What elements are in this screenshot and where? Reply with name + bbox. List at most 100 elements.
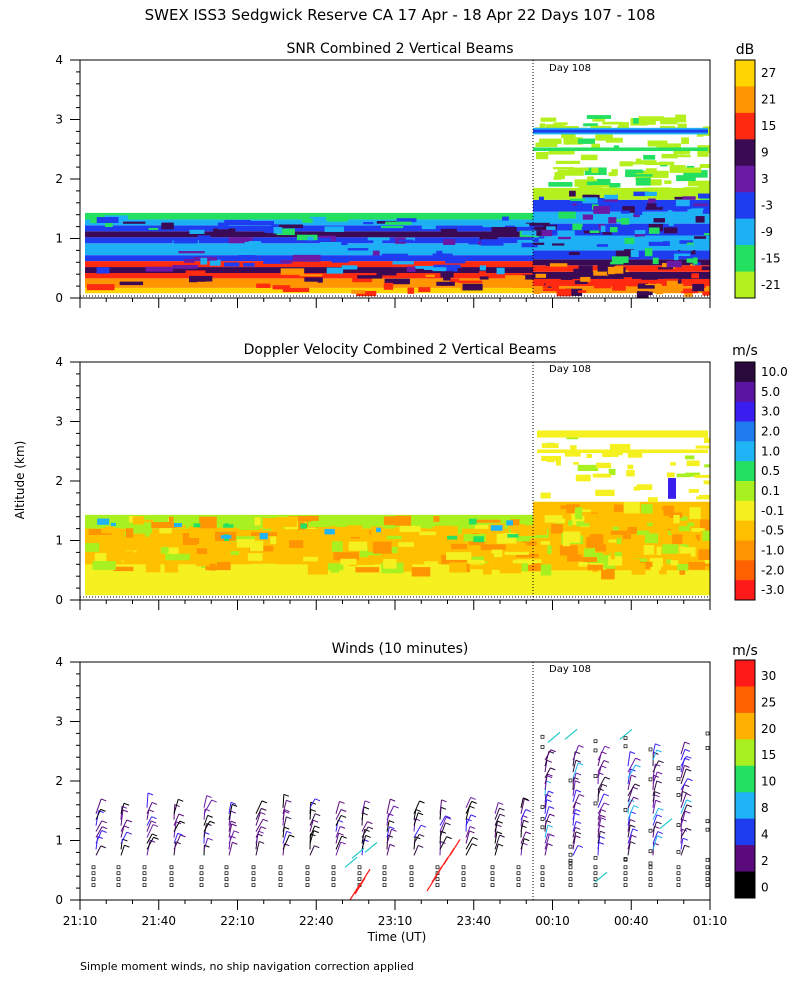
wind-barb-flag (204, 808, 211, 812)
wind-barb (203, 815, 209, 826)
snr-patch (134, 255, 157, 260)
wind-missing-marker (224, 877, 229, 882)
y-tick-label: 4 (55, 53, 63, 67)
wind-barb-flag (122, 809, 129, 813)
doppler-patch (626, 470, 635, 477)
snr-patch (352, 277, 373, 283)
colorbar-swatch (735, 520, 755, 541)
doppler-patch (199, 516, 217, 529)
wind-missing-marker (91, 865, 96, 870)
wind-barb-flag (634, 783, 640, 787)
doppler-patch (596, 462, 612, 469)
snr-patch (648, 241, 667, 246)
doppler-patch (551, 524, 563, 534)
wind-barb-flag (711, 813, 716, 815)
wind-barb (652, 821, 657, 832)
snr-patch (479, 234, 498, 241)
doppler-patch (562, 531, 581, 543)
wind-missing-marker (490, 871, 495, 876)
wind-barb (364, 841, 378, 853)
wind-barb (465, 830, 470, 844)
doppler-patch (255, 564, 280, 569)
doppler-patch (615, 452, 623, 456)
snr-patch (398, 239, 414, 242)
wind-barb-flag (575, 789, 582, 793)
colorbar-label: -21 (761, 278, 781, 292)
wind-missing-marker (648, 865, 653, 870)
doppler-patch (499, 563, 522, 574)
wind-barb (544, 843, 549, 856)
wind-missing-marker (568, 858, 573, 863)
wind-barb (627, 835, 632, 850)
snr-patch (674, 196, 685, 200)
doppler-patch (270, 536, 277, 545)
snr-patch (684, 290, 693, 297)
wind-barb (349, 883, 361, 900)
wind-barb-flag (575, 772, 582, 776)
wind-barb (449, 839, 461, 856)
snr-patch (625, 161, 642, 165)
doppler-patch (676, 473, 691, 478)
wind-missing-marker (676, 883, 681, 887)
wind-barb-flag (578, 793, 585, 797)
wind-barb (572, 789, 577, 802)
doppler-patch (317, 532, 329, 544)
doppler-patch (522, 563, 543, 572)
snr-patch (123, 221, 146, 224)
wind-missing-marker (278, 865, 283, 870)
doppler-patch (467, 559, 486, 564)
wind-barb-flag (206, 795, 212, 799)
wind-missing-marker (251, 871, 256, 876)
doppler-patch (670, 522, 679, 534)
wind-barb-flag (310, 801, 317, 805)
snr-patch (384, 278, 410, 285)
snr-patch (638, 116, 664, 122)
wind-barb-flag (633, 796, 639, 800)
wind-barb-flag (153, 836, 159, 840)
snr-patch (591, 167, 599, 173)
snr-day-marker-label: Day 108 (549, 63, 591, 74)
wind-barb-flag (547, 824, 553, 828)
wind-barb-flag (101, 826, 108, 830)
doppler-patch (633, 486, 640, 491)
wind-barb (652, 831, 659, 844)
wind-barb (594, 871, 608, 883)
doppler-patch (695, 445, 710, 449)
snr-patch (597, 263, 616, 272)
snr-patch (635, 158, 642, 163)
doppler-patch (231, 536, 255, 542)
wind-barb-flag (496, 831, 503, 835)
wind-barb (465, 797, 472, 808)
snr-patch (643, 154, 656, 160)
wind-barb (95, 809, 102, 820)
wind-barb-flag (686, 755, 692, 759)
wind-barb-flag (258, 841, 265, 844)
snr-patch (687, 209, 703, 216)
wind-barb-flag (126, 819, 133, 823)
snr-patch (577, 138, 595, 144)
wind-missing-marker (278, 877, 283, 882)
wind-missing-marker (568, 883, 573, 887)
wind-barb-flag (547, 773, 553, 777)
doppler-patch (703, 480, 710, 485)
wind-missing-marker (623, 877, 628, 882)
wind-missing-marker (331, 865, 336, 870)
doppler-patch (641, 504, 653, 514)
doppler-patch (573, 462, 579, 465)
wind-barb (619, 728, 633, 740)
snr-layer (533, 211, 710, 224)
wind-barb-flag (714, 777, 719, 779)
wind-barb-flag (147, 792, 154, 796)
doppler-patch (622, 534, 632, 539)
wind-barb (120, 809, 124, 826)
wind-barb (146, 840, 151, 856)
snr-heatmap (85, 114, 710, 298)
wind-missing-marker (409, 865, 414, 870)
doppler-patch (151, 522, 174, 529)
wind-barb-flag (546, 759, 553, 763)
wind-barb (465, 826, 471, 838)
wind-barb-flag (179, 820, 185, 824)
snr-patch (533, 237, 539, 243)
wind-barb (361, 821, 368, 832)
wind-barb (282, 834, 290, 850)
